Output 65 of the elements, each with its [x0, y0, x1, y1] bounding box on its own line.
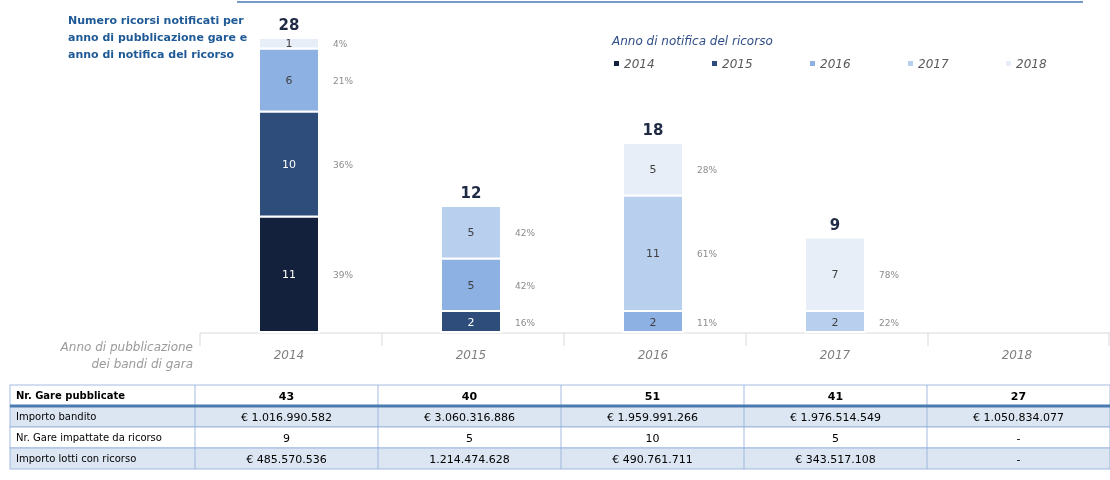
text: € 490.761.711 [612, 453, 693, 466]
text: 41 [827, 390, 844, 403]
annotation: 78% [879, 270, 900, 281]
text: - [1016, 453, 1021, 466]
text: € 343.517.108 [795, 453, 876, 466]
text: € 1.959.991.266 [607, 411, 698, 424]
text: 43 [278, 390, 295, 403]
text: 40 [461, 390, 478, 403]
text: - [1016, 432, 1021, 445]
data-label: 5 [467, 226, 475, 240]
annotation: 22% [879, 317, 900, 328]
annotation: 42% [515, 280, 536, 291]
legend-label: 2016 [820, 57, 851, 71]
x-tick-label: 2015 [455, 348, 487, 362]
text: € 3.060.316.886 [424, 411, 515, 424]
annotation: 16% [515, 317, 536, 328]
legend-title: Anno di notifica del ricorso [611, 34, 773, 48]
annotation: 36% [333, 160, 354, 170]
chart-title: Numero ricorsi notificati per anno di pubblicazione gare e anno di notifica del ricorso [68, 14, 248, 61]
text: 27 [1010, 390, 1027, 403]
text: € 1.016.990.582 [241, 411, 332, 424]
data-label: 1 [285, 37, 293, 51]
data-label: 5 [467, 278, 475, 292]
category-label: Importo bandito [16, 411, 97, 422]
annotation: 28% [697, 165, 718, 176]
text: € 485.570.536 [246, 453, 327, 466]
x-tick-label: 2014 [273, 348, 305, 362]
x-tick-label: 2018 [1001, 348, 1033, 362]
x-tick-label: 2017 [819, 348, 851, 362]
data-label: 2 [467, 315, 475, 329]
total-label: 12 [460, 184, 482, 202]
data-label: 6 [285, 74, 293, 87]
text: 1.214.474.628 [429, 453, 510, 466]
annotation: 39% [333, 270, 354, 281]
category-label: Importo lotti con ricorso [16, 453, 137, 464]
category-label: Nr. Gare impattate da ricorso [16, 432, 162, 443]
annotation: 42% [515, 228, 536, 239]
legend-label: 2015 [722, 57, 753, 71]
annotation: 21% [333, 76, 354, 86]
text: 5 [832, 432, 839, 445]
data-label: 2 [649, 315, 657, 329]
annotation: 4% [333, 39, 348, 50]
text: 51 [644, 390, 661, 403]
total-label: 18 [642, 121, 664, 139]
legend-label: 2014 [624, 57, 655, 71]
data-label: 7 [831, 268, 839, 282]
data-label: 11 [646, 247, 660, 261]
legend-label: 2017 [918, 57, 949, 71]
data-label: 10 [282, 158, 296, 171]
text: € 1.050.834.077 [973, 411, 1064, 424]
text: 5 [466, 432, 473, 445]
total-label: 28 [278, 16, 300, 34]
total-label: 9 [829, 215, 841, 234]
data-label: 5 [649, 163, 657, 177]
x-axis-title: Anno di pubblicazione dei bandi di gara [59, 340, 193, 371]
text: 9 [283, 432, 290, 445]
text: € 1.976.514.549 [790, 411, 881, 424]
legend-label: 2018 [1016, 57, 1047, 71]
annotation: 61% [697, 249, 718, 260]
category-label: Nr. Gare pubblicate [16, 390, 125, 401]
data-label: 2 [831, 315, 839, 329]
annotation: 11% [697, 317, 718, 328]
x-tick-label: 2016 [637, 348, 669, 362]
text: 10 [645, 432, 660, 445]
data-label: 11 [282, 268, 296, 282]
